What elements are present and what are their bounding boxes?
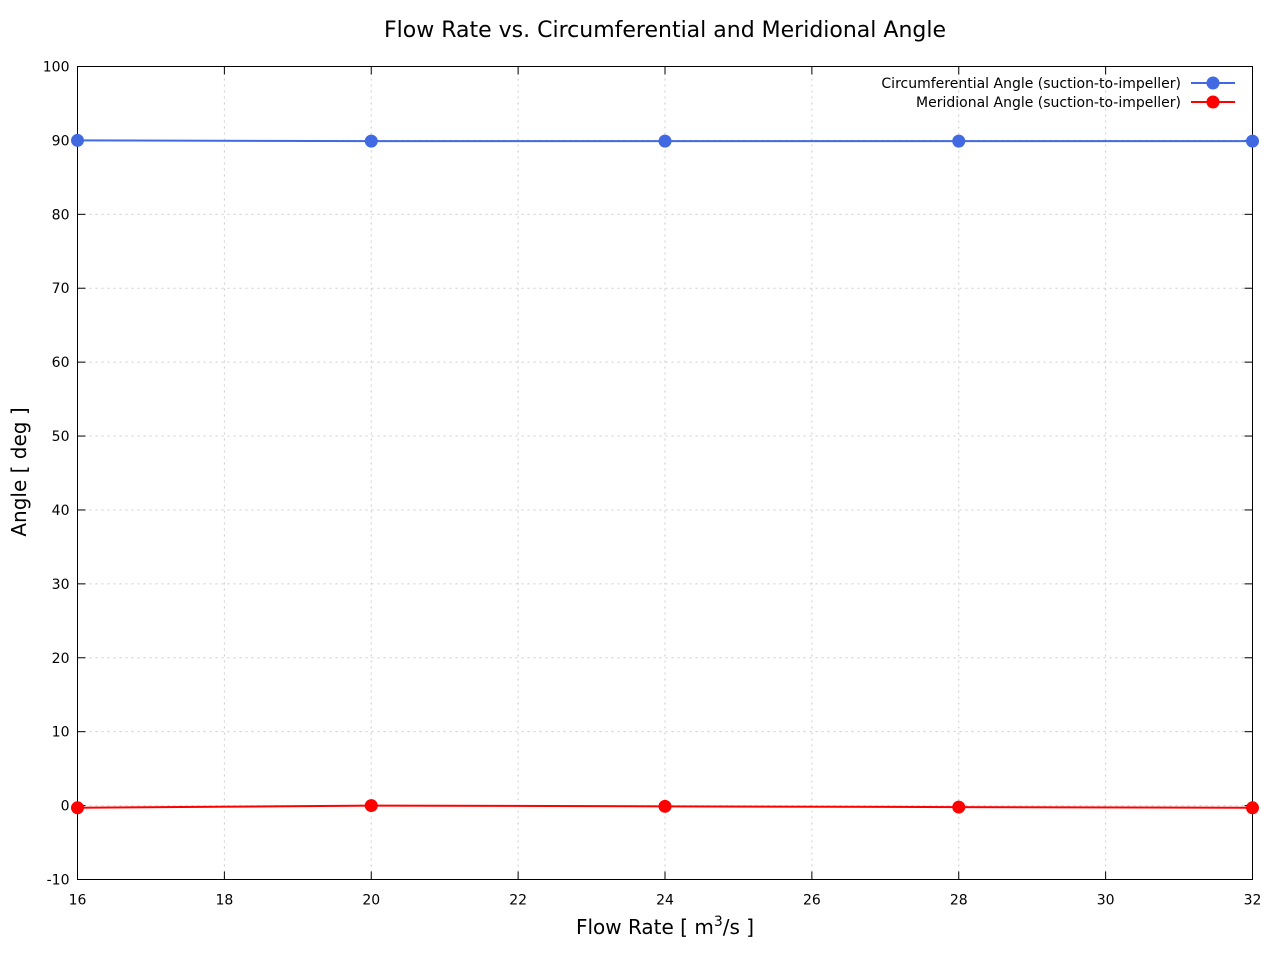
data-point-1-4 [1246,801,1259,815]
x-axis-title-tail: /s ] [723,915,754,939]
x-tick-label: 20 [362,893,380,909]
x-tick-label: 22 [509,893,527,909]
data-point-1-2 [658,799,672,813]
y-tick-label: 90 [52,133,70,149]
x-tick-label: 28 [950,893,968,909]
x-axis-title-main: Flow Rate [ m [576,915,714,939]
series-layer [71,133,1259,815]
y-tick-label: 80 [52,207,70,223]
axis-ticks: 16 18 20 22 24 26 28 30 32 -10 0 10 20 30 40 50 60 70 80 90… [43,60,1262,909]
data-point-0-4 [1246,134,1259,148]
y-tick-label: -10 [47,873,70,889]
y-tick-label: 50 [52,429,70,445]
data-point-1-3 [952,800,966,814]
x-axis-title: Flow Rate [ m3/s ] [576,914,754,939]
legend-marker-circumferential [1206,76,1220,90]
chart-title: Flow Rate vs. Circumferential and Meridi… [384,18,946,43]
y-tick-label: 30 [52,577,70,593]
y-tick-label: 60 [52,355,70,371]
data-point-1-0 [71,801,84,815]
legend: Circumferential Angle (suction-to-impell… [881,76,1235,111]
y-tick-label: 20 [52,651,70,667]
data-point-0-2 [658,134,672,148]
legend-label-circumferential: Circumferential Angle (suction-to-impell… [881,76,1181,92]
grid [77,66,1253,880]
x-tick-label: 32 [1244,893,1262,909]
data-point-0-3 [952,134,966,148]
y-tick-label: 70 [52,281,70,297]
x-tick-label: 24 [656,893,674,909]
y-tick-label: 40 [52,503,70,519]
x-tick-label: 26 [803,893,821,909]
x-tick-label: 18 [215,893,233,909]
legend-label-meridional: Meridional Angle (suction-to-impeller) [916,95,1181,111]
x-tick-label: 16 [69,893,87,909]
legend-marker-meridional [1206,95,1220,109]
x-axis-title-sup: 3 [714,914,723,930]
data-point-1-1 [364,799,378,813]
y-tick-label: 10 [52,725,70,741]
y-axis-title: Angle [ deg ] [7,407,31,536]
data-point-0-0 [71,133,84,147]
y-tick-label: 0 [61,799,70,815]
y-tick-label: 100 [43,60,70,76]
data-point-0-1 [364,134,378,148]
x-tick-label: 30 [1097,893,1115,909]
